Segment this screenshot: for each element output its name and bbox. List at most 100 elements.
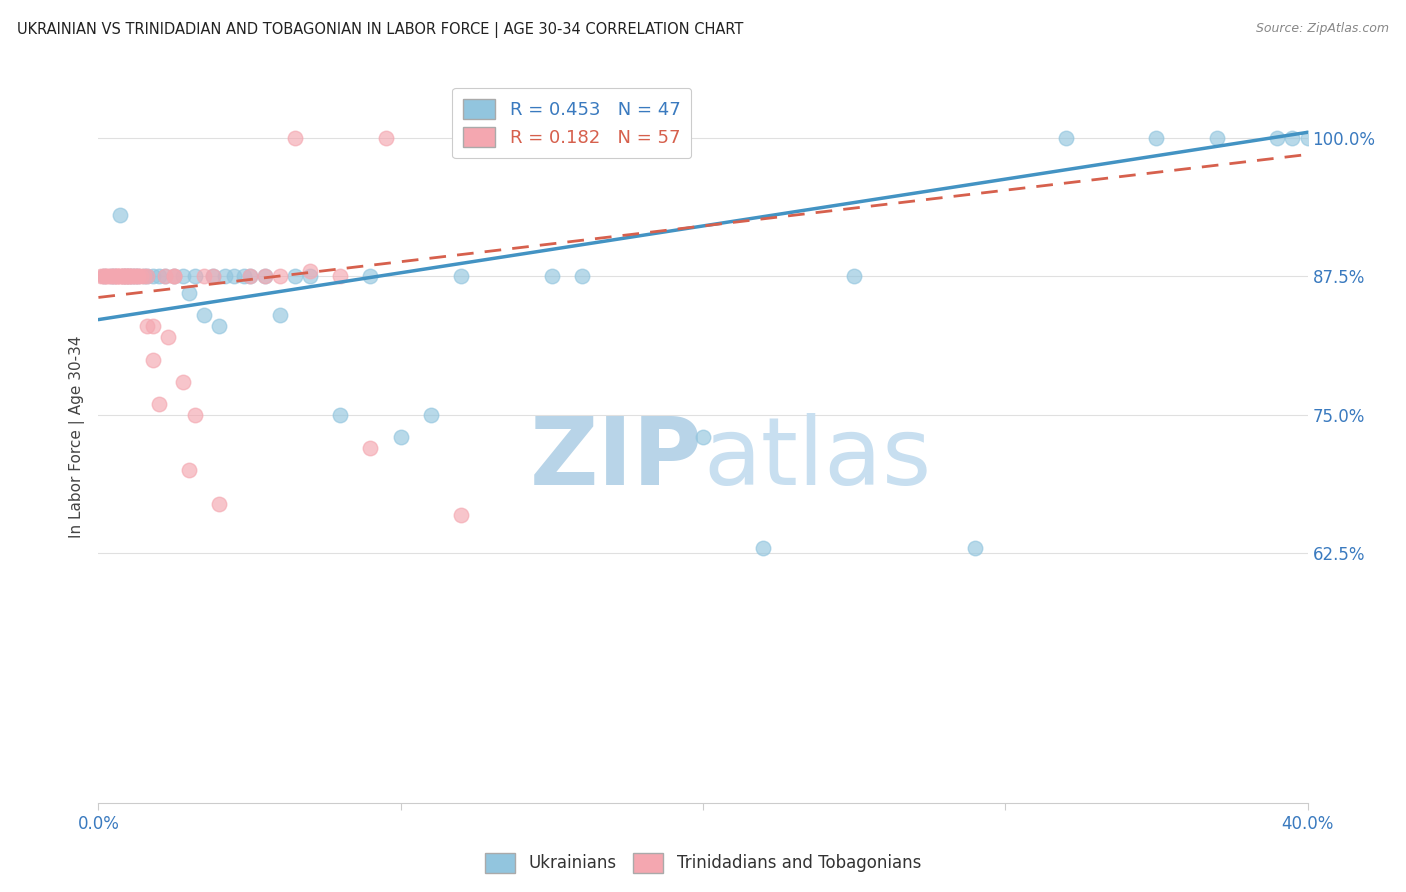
Point xyxy=(1144,131,1167,145)
Point xyxy=(269,269,291,284)
Point xyxy=(163,269,186,284)
Point xyxy=(692,430,714,444)
Point xyxy=(239,269,262,284)
Text: atlas: atlas xyxy=(703,413,931,505)
Point xyxy=(172,269,194,284)
Point xyxy=(299,264,322,278)
Point xyxy=(93,269,115,284)
Point xyxy=(93,269,115,284)
Point xyxy=(284,269,307,284)
Point xyxy=(374,131,396,145)
Point xyxy=(105,269,128,284)
Point xyxy=(1296,131,1319,145)
Point xyxy=(111,269,134,284)
Point xyxy=(752,541,775,555)
Point xyxy=(450,269,472,284)
Point xyxy=(172,375,194,389)
Text: UKRAINIAN VS TRINIDADIAN AND TOBAGONIAN IN LABOR FORCE | AGE 30-34 CORRELATION C: UKRAINIAN VS TRINIDADIAN AND TOBAGONIAN … xyxy=(17,22,744,38)
Point xyxy=(208,319,231,334)
Point xyxy=(127,269,149,284)
Point xyxy=(108,209,131,223)
Point xyxy=(239,269,262,284)
Point xyxy=(103,269,125,284)
Point xyxy=(232,269,254,284)
Point xyxy=(103,269,125,284)
Point xyxy=(114,269,136,284)
Point xyxy=(253,269,276,284)
Point xyxy=(602,131,624,145)
Point xyxy=(93,269,115,284)
Point xyxy=(118,269,141,284)
Point xyxy=(329,408,352,422)
Point xyxy=(135,269,157,284)
Point xyxy=(118,269,141,284)
Point xyxy=(121,269,143,284)
Point xyxy=(124,269,146,284)
Point xyxy=(100,269,122,284)
Point xyxy=(114,269,136,284)
Point xyxy=(111,269,134,284)
Text: Source: ZipAtlas.com: Source: ZipAtlas.com xyxy=(1256,22,1389,36)
Point xyxy=(1054,131,1077,145)
Point xyxy=(163,269,186,284)
Point xyxy=(1267,131,1289,145)
Point xyxy=(132,269,155,284)
Text: ZIP: ZIP xyxy=(530,413,703,505)
Point xyxy=(214,269,236,284)
Point xyxy=(103,269,125,284)
Point xyxy=(360,441,382,455)
Point xyxy=(127,269,149,284)
Legend: Ukrainians, Trinidadians and Tobagonians: Ukrainians, Trinidadians and Tobagonians xyxy=(478,847,928,880)
Point xyxy=(121,269,143,284)
Point xyxy=(179,285,201,300)
Point xyxy=(132,269,155,284)
Point xyxy=(108,269,131,284)
Point xyxy=(540,269,562,284)
Point xyxy=(118,269,141,284)
Point xyxy=(111,269,134,284)
Point xyxy=(96,269,118,284)
Point xyxy=(299,269,322,284)
Point xyxy=(193,308,215,322)
Point xyxy=(142,269,165,284)
Point xyxy=(360,269,382,284)
Point xyxy=(163,269,186,284)
Point xyxy=(100,269,122,284)
Point xyxy=(148,269,170,284)
Point xyxy=(96,269,118,284)
Point xyxy=(108,269,131,284)
Point xyxy=(269,308,291,322)
Point xyxy=(129,269,152,284)
Point xyxy=(114,269,136,284)
Point xyxy=(184,408,207,422)
Point xyxy=(124,269,146,284)
Point xyxy=(389,430,412,444)
Point xyxy=(224,269,246,284)
Point xyxy=(844,269,866,284)
Point xyxy=(965,541,987,555)
Legend: R = 0.453   N = 47, R = 0.182   N = 57: R = 0.453 N = 47, R = 0.182 N = 57 xyxy=(453,87,692,158)
Point xyxy=(179,463,201,477)
Point xyxy=(1281,131,1303,145)
Point xyxy=(114,269,136,284)
Point xyxy=(90,269,112,284)
Point xyxy=(571,269,593,284)
Point xyxy=(127,269,149,284)
Point xyxy=(100,269,122,284)
Point xyxy=(202,269,225,284)
Point xyxy=(111,269,134,284)
Point xyxy=(284,131,307,145)
Point xyxy=(124,269,146,284)
Point xyxy=(105,269,128,284)
Point xyxy=(202,269,225,284)
Point xyxy=(253,269,276,284)
Point xyxy=(135,269,157,284)
Point xyxy=(153,269,176,284)
Point xyxy=(118,269,141,284)
Point xyxy=(153,269,176,284)
Point xyxy=(1206,131,1229,145)
Point xyxy=(156,330,179,344)
Point xyxy=(661,131,683,145)
Point xyxy=(142,352,165,367)
Point xyxy=(420,408,443,422)
